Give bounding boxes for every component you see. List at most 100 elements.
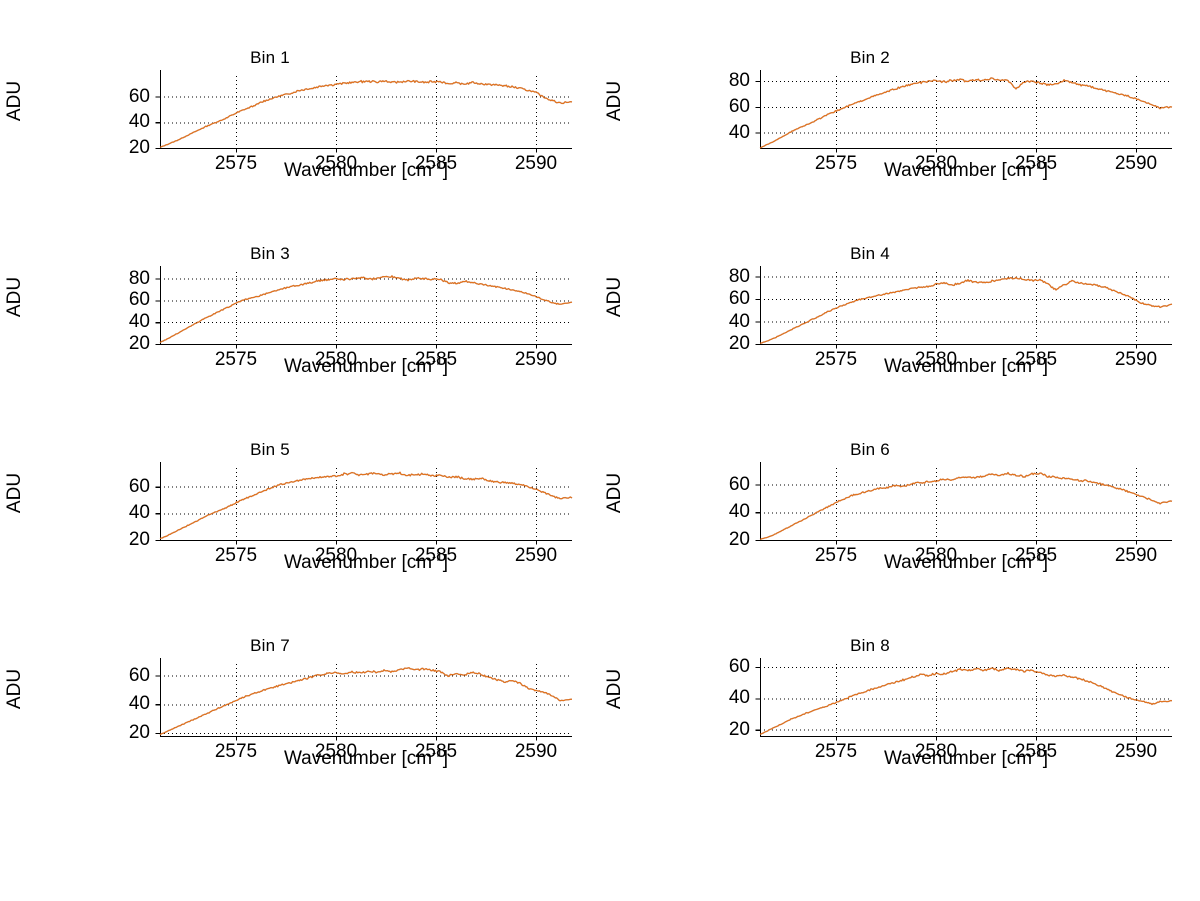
x-tick-labels: 2575 2580 2585 2590 [760, 468, 1172, 565]
x-tick-label: 2575 [214, 153, 258, 174]
x-tick-label: 2585 [414, 545, 458, 566]
x-tick-labels: 2575 2580 2585 2590 [160, 664, 572, 761]
x-axis-label-main: Wavenumber [cm [283, 160, 433, 181]
spectrum-line [159, 275, 573, 343]
y-axis-label: ADU [604, 276, 625, 318]
x-axis-label: Wavenumber [cm-1] [760, 747, 1172, 770]
spectrum-line [759, 77, 1173, 149]
x-tick-label: 2580 [314, 545, 358, 566]
x-tick-label: 2575 [814, 741, 858, 762]
x-tick-label: 2580 [314, 741, 358, 762]
x-tick-label: 2585 [414, 741, 458, 762]
x-tick-label: 2585 [1014, 349, 1058, 370]
plot-area [755, 462, 1173, 545]
spectrum-line [159, 471, 573, 540]
y-tick-label: 40 [728, 687, 750, 709]
y-axis-label: ADU [4, 276, 25, 318]
panel-title: Bin 5 [250, 440, 290, 459]
x-axis-label-main: Wavenumber [cm [883, 552, 1033, 573]
x-axis-label-close: ] [442, 748, 449, 769]
x-axis-label-exponent: -1 [432, 157, 443, 172]
x-tick-label: 2590 [514, 349, 558, 370]
y-tick-label: 60 [728, 656, 750, 678]
plot-area [155, 266, 573, 349]
axis-lines [159, 658, 572, 738]
x-axis-label: Wavenumber [cm-1] [160, 549, 572, 574]
y-tick-labels: 20 40 60 [90, 76, 156, 157]
y-tick-label: 40 [128, 111, 150, 133]
panel-bin-6: Bin 6 ADU 20 40 60 2575 2580 2585 2590 Wavenumber… [600, 436, 1200, 632]
y-tick-label: 40 [728, 121, 750, 143]
y-tick-label: 40 [728, 310, 750, 332]
panel-title: Bin 6 [850, 440, 890, 459]
y-tick-labels: 20 40 60 [90, 664, 156, 743]
y-axis-label: ADU [4, 472, 25, 514]
y-tick-label: 20 [128, 333, 150, 354]
spectrum-line-secondary [759, 276, 1173, 344]
panel-bin-2: Bin 2 ADU 40 60 80 2575 2580 2585 2590 Wavenumber… [600, 44, 1200, 240]
x-tick-label: 2585 [1014, 741, 1058, 762]
y-axis-label: ADU [604, 80, 625, 122]
y-tick-label: 60 [128, 85, 150, 107]
x-axis-label-close: ] [1042, 552, 1049, 573]
y-tick-label: 80 [128, 267, 150, 289]
y-tick-label: 20 [728, 333, 750, 354]
x-axis-label-exponent: -1 [432, 549, 443, 564]
y-tick-label: 40 [128, 502, 150, 524]
x-axis-label-close: ] [442, 160, 449, 181]
y-axis-label: ADU [4, 80, 25, 122]
panel-title: Bin 8 [850, 636, 890, 655]
x-tick-label: 2580 [314, 349, 358, 370]
x-tick-label: 2590 [1114, 545, 1158, 566]
panel-bin-4: Bin 4 ADU 20 40 60 80 2575 2580 2585 2590 Wavenumb… [600, 240, 1200, 436]
y-tick-label: 20 [128, 529, 150, 550]
x-axis-label-main: Wavenumber [cm [883, 356, 1033, 377]
x-tick-label: 2580 [914, 349, 958, 370]
spectrum-line-secondary [759, 77, 1173, 149]
x-axis-label-close: ] [442, 356, 449, 377]
x-tick-label: 2575 [214, 349, 258, 370]
x-tick-label: 2590 [1114, 153, 1158, 174]
x-axis-label: Wavenumber [cm-1] [760, 549, 1172, 574]
y-tick-label: 60 [728, 473, 750, 495]
spectrum-line [159, 79, 573, 148]
x-tick-label: 2585 [414, 153, 458, 174]
panel-title: Bin 2 [850, 48, 890, 67]
panel-title: Bin 1 [250, 48, 290, 67]
plot-area [755, 658, 1173, 741]
y-tick-label: 40 [728, 501, 750, 523]
panel-bin-3: Bin 3 ADU 20 40 60 80 2575 2580 2585 2590 Wavenumb… [0, 240, 600, 436]
y-tick-label: 40 [128, 693, 150, 715]
x-tick-label: 2575 [814, 153, 858, 174]
x-axis-label: Wavenumber [cm-1] [760, 353, 1172, 378]
x-tick-label: 2590 [514, 741, 558, 762]
spectrum-line [159, 667, 573, 736]
y-axis-label: ADU [604, 668, 625, 710]
x-tick-labels: 2575 2580 2585 2590 [760, 76, 1172, 173]
y-tick-label: 60 [128, 289, 150, 311]
y-tick-label: 20 [728, 529, 750, 550]
x-axis-label-exponent: -1 [1032, 353, 1043, 368]
x-tick-label: 2590 [514, 153, 558, 174]
y-tick-label: 60 [728, 288, 750, 309]
y-axis-label: ADU [4, 668, 25, 710]
y-tick-label: 60 [128, 475, 150, 497]
x-axis-label-exponent: -1 [1032, 549, 1043, 564]
x-tick-label: 2580 [914, 545, 958, 566]
axis-lines [159, 266, 572, 346]
x-axis-label-main: Wavenumber [cm [283, 748, 433, 769]
plot-area [755, 70, 1173, 153]
plot-area [755, 266, 1173, 349]
x-tick-labels: 2575 2580 2585 2590 [160, 272, 572, 369]
plot-area [155, 462, 573, 545]
y-tick-label: 80 [728, 70, 750, 92]
panel-bin-7: Bin 7 ADU 20 40 60 2575 2580 2585 2590 Wavenumber… [0, 632, 600, 828]
y-tick-label: 80 [728, 265, 750, 287]
x-tick-label: 2580 [914, 741, 958, 762]
plot-area [155, 658, 573, 741]
x-axis-label-close: ] [1042, 748, 1049, 769]
x-tick-label: 2585 [1014, 545, 1058, 566]
spectrum-line [759, 276, 1173, 344]
y-tick-label: 40 [128, 311, 150, 333]
